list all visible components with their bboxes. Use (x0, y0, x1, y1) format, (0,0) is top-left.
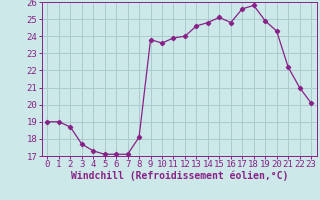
X-axis label: Windchill (Refroidissement éolien,°C): Windchill (Refroidissement éolien,°C) (70, 171, 288, 181)
